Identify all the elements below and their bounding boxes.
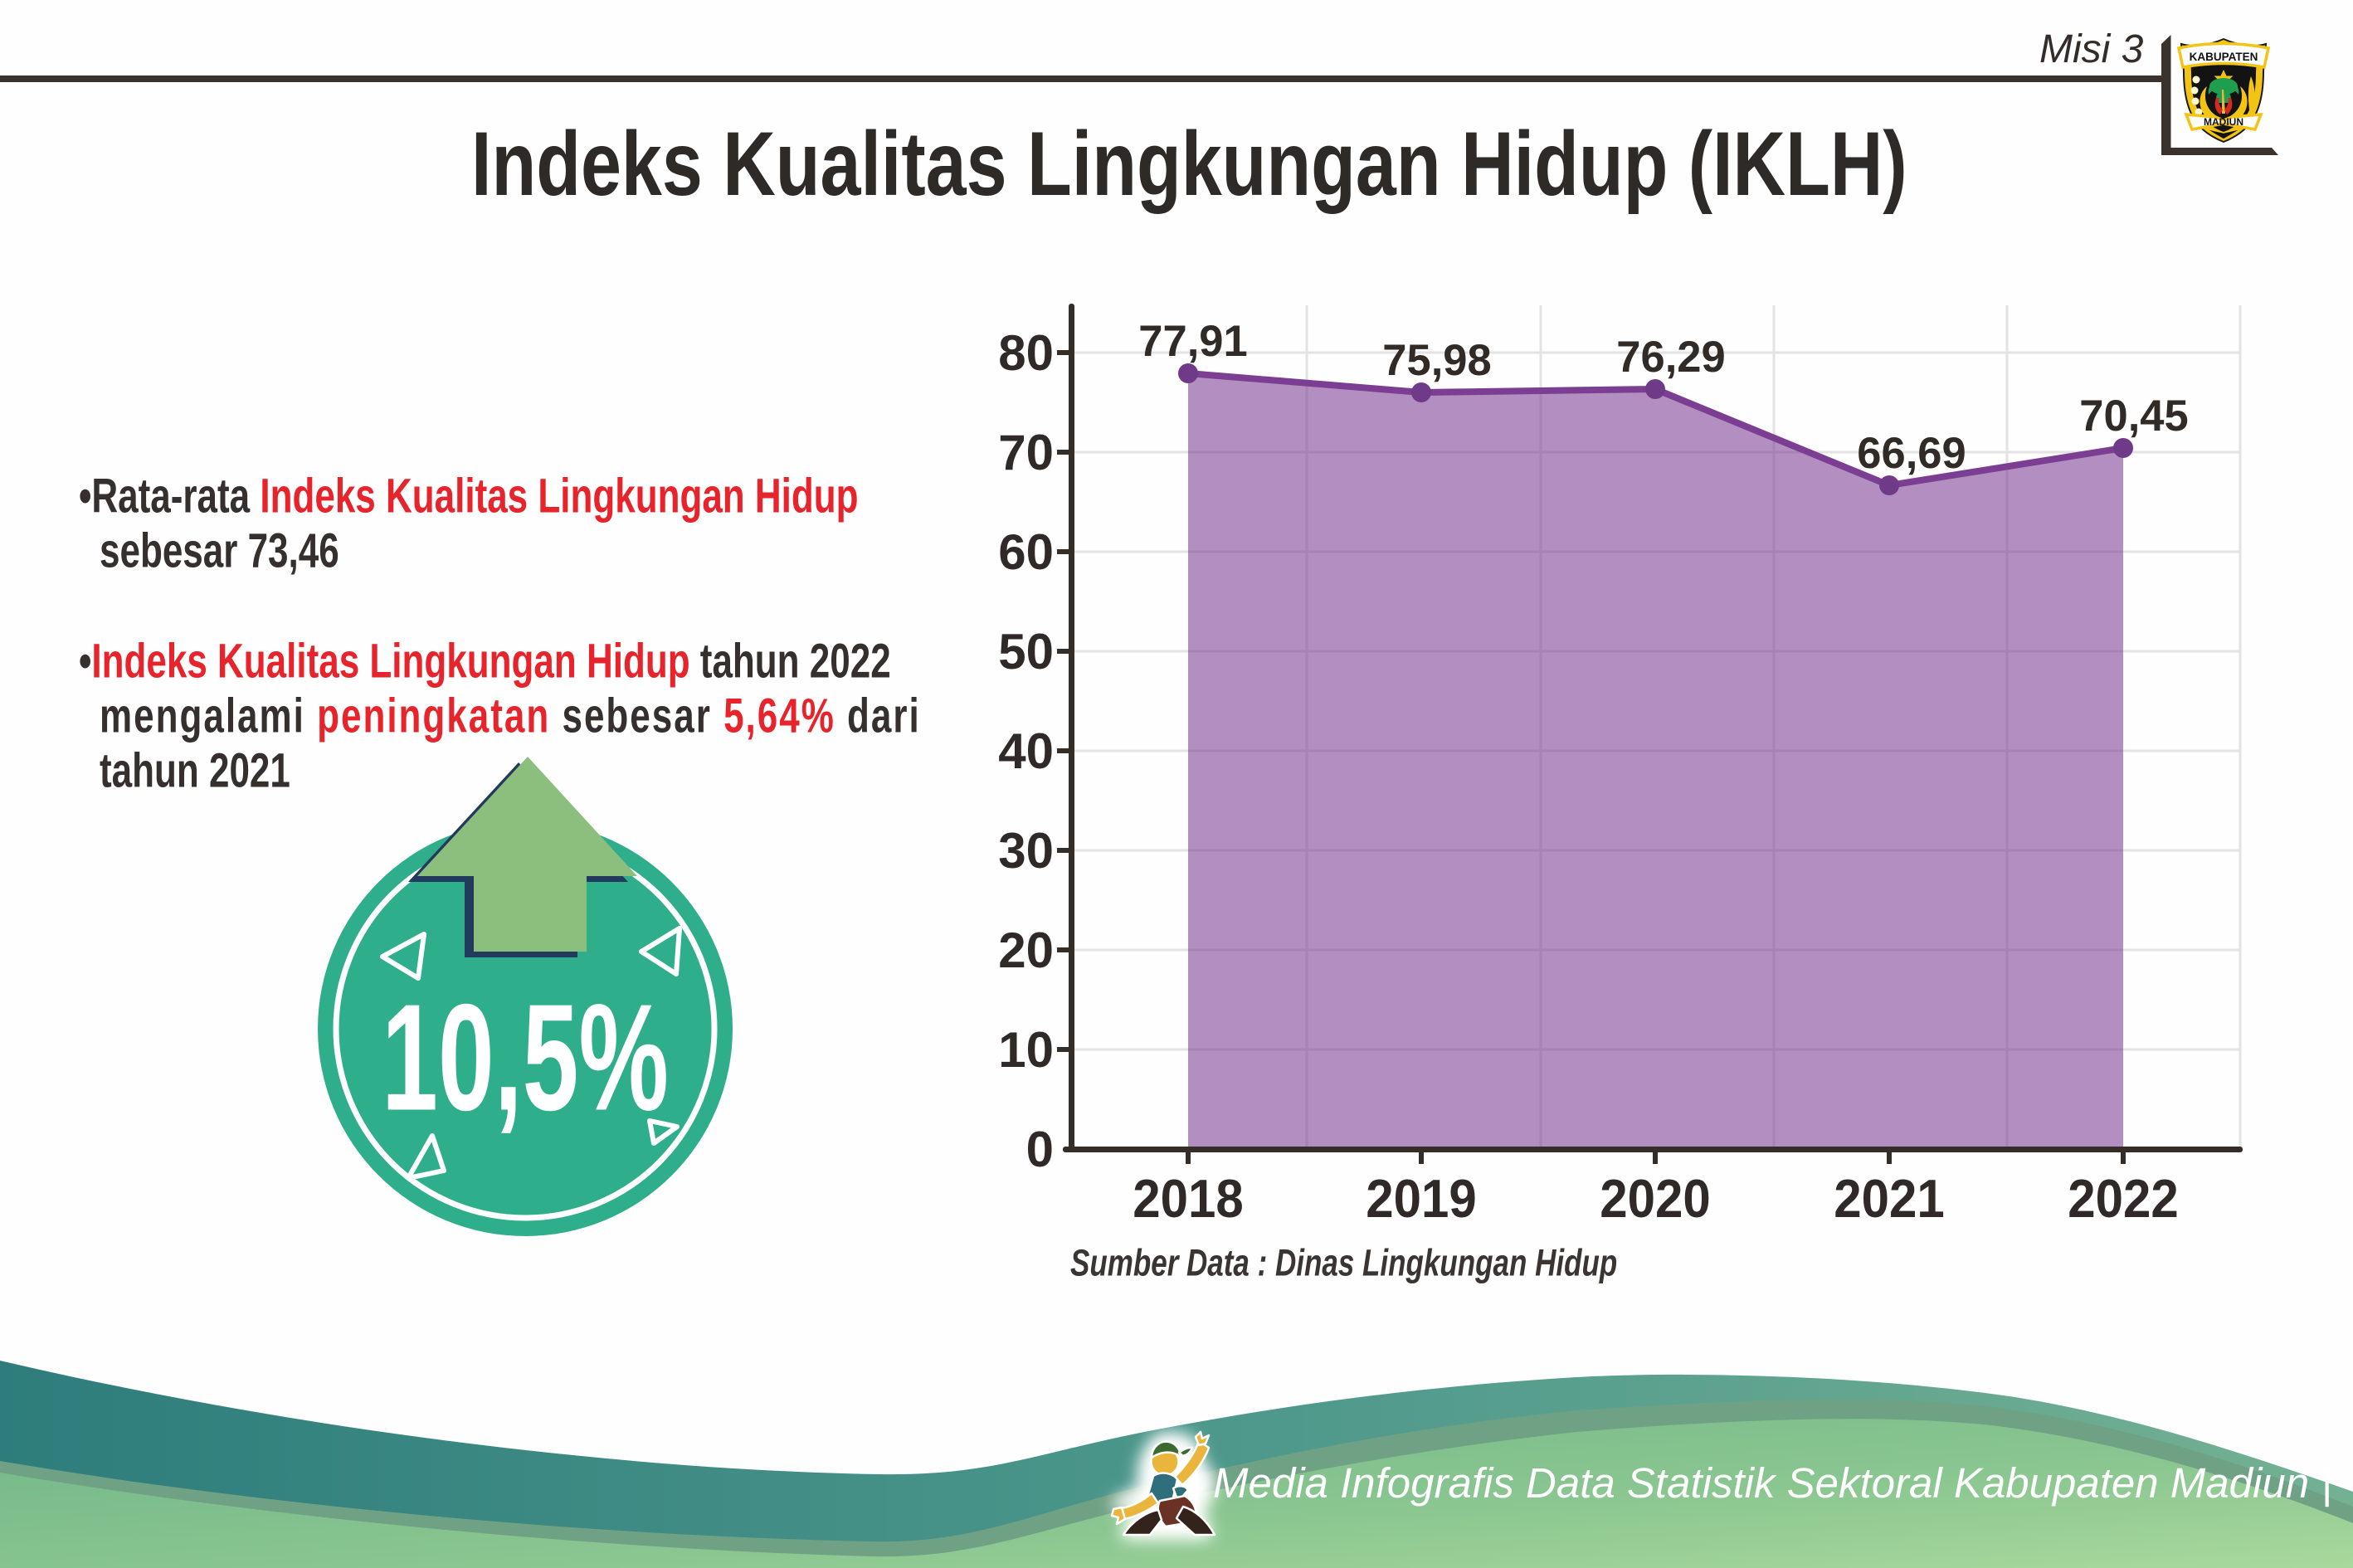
svg-text:MADIUN: MADIUN bbox=[2204, 116, 2243, 128]
svg-text:KABUPATEN: KABUPATEN bbox=[2190, 51, 2258, 63]
